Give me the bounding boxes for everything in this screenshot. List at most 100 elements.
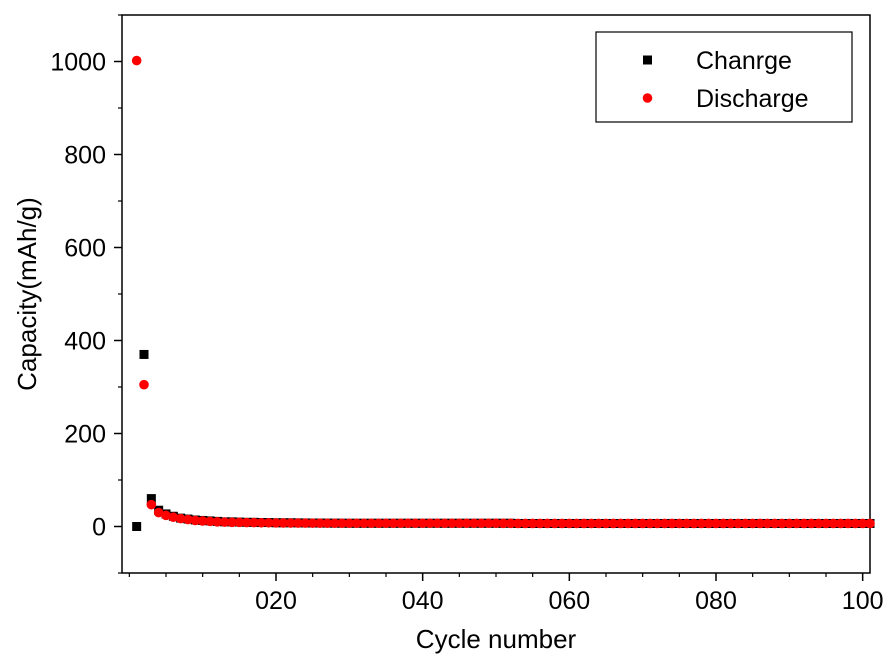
discharge-point [373, 518, 384, 529]
y-tick-label: 1000 [50, 49, 106, 77]
discharge-point [322, 518, 333, 529]
discharge-point [168, 512, 179, 522]
discharge-point [513, 518, 523, 529]
discharge-point [623, 518, 633, 529]
discharge-point [329, 518, 340, 529]
discharge-point [755, 518, 765, 529]
discharge-point [161, 510, 171, 521]
discharge-point [263, 517, 274, 528]
discharge-point [241, 517, 252, 528]
discharge-point [146, 499, 157, 510]
discharge-point [454, 518, 465, 529]
discharge-point [813, 518, 824, 529]
discharge-point [469, 518, 479, 529]
discharge-point [359, 518, 369, 529]
discharge-point [505, 518, 516, 529]
x-tick-label: 080 [695, 587, 737, 615]
x-axis-title: Cycle number [416, 624, 577, 654]
discharge-point [777, 518, 787, 529]
discharge-point [835, 518, 846, 529]
discharge-point [366, 518, 377, 529]
discharge-point [417, 518, 428, 529]
discharge-point [395, 518, 406, 529]
discharge-point [630, 518, 641, 529]
discharge-point [696, 518, 707, 529]
discharge-point [278, 518, 289, 528]
discharge-point [645, 518, 655, 529]
discharge-point [725, 518, 736, 529]
charge-point [132, 522, 142, 531]
y-axis-title: Capacity(mAh/g) [12, 197, 42, 391]
discharge-point [175, 513, 186, 524]
discharge-point [865, 518, 875, 529]
discharge-point [351, 518, 362, 529]
discharge-point [674, 518, 685, 529]
discharge-point [608, 518, 619, 529]
discharge-point [747, 518, 758, 529]
discharge-point [271, 518, 281, 528]
discharge-point [733, 518, 743, 529]
discharge-point [659, 518, 670, 529]
y-tick-label: 0 [92, 514, 106, 542]
series-charge [132, 349, 875, 531]
discharge-point [828, 518, 839, 529]
discharge-point [667, 518, 677, 529]
discharge-point [293, 518, 303, 528]
discharge-point [549, 518, 560, 529]
discharge-point [740, 518, 751, 529]
y-tick-label: 800 [64, 142, 106, 170]
discharge-point [571, 518, 582, 529]
discharge-point [689, 518, 699, 529]
discharge-point [799, 518, 809, 529]
x-tick-label: 040 [402, 587, 444, 615]
discharge-point [535, 518, 545, 529]
charge-point [139, 349, 149, 359]
discharge-point [439, 518, 450, 529]
discharge-point [520, 518, 531, 529]
discharge-point [579, 518, 589, 529]
series-discharge [131, 55, 875, 529]
discharge-point [432, 518, 443, 529]
discharge-point [212, 517, 223, 527]
discharge-point [806, 518, 817, 529]
discharge-point [762, 518, 773, 529]
discharge-point [784, 518, 795, 529]
discharge-point [256, 517, 267, 528]
discharge-point [461, 518, 472, 529]
discharge-point [234, 517, 245, 528]
discharge-point [344, 518, 355, 529]
discharge-point [219, 517, 230, 527]
discharge-point [483, 518, 494, 529]
discharge-point [557, 518, 567, 529]
discharge-point [285, 518, 296, 528]
discharge-point [337, 518, 347, 529]
discharge-point [850, 518, 861, 529]
discharge-point [425, 518, 435, 529]
y-tick-label: 400 [64, 328, 106, 356]
discharge-point [681, 518, 692, 529]
discharge-point [564, 518, 575, 529]
y-tick-label: 200 [64, 421, 106, 449]
discharge-point [491, 518, 501, 529]
discharge-point [139, 379, 149, 390]
legend-marker-charge [643, 55, 652, 65]
x-tick-label: 020 [255, 587, 297, 615]
discharge-point [498, 518, 509, 529]
legend-marker-discharge [642, 93, 653, 103]
discharge-point [197, 516, 208, 526]
discharge-point [637, 518, 648, 529]
discharge-point [249, 517, 259, 528]
discharge-point [857, 518, 868, 529]
y-tick-label: 600 [64, 235, 106, 263]
legend-box [595, 31, 853, 123]
discharge-point [307, 518, 318, 528]
discharge-point [821, 518, 831, 529]
discharge-point [190, 515, 201, 526]
discharge-point [315, 518, 325, 528]
legend-label: Chanrge [696, 47, 792, 75]
discharge-point [205, 516, 215, 527]
charge-point [146, 494, 156, 504]
discharge-point [615, 518, 626, 529]
